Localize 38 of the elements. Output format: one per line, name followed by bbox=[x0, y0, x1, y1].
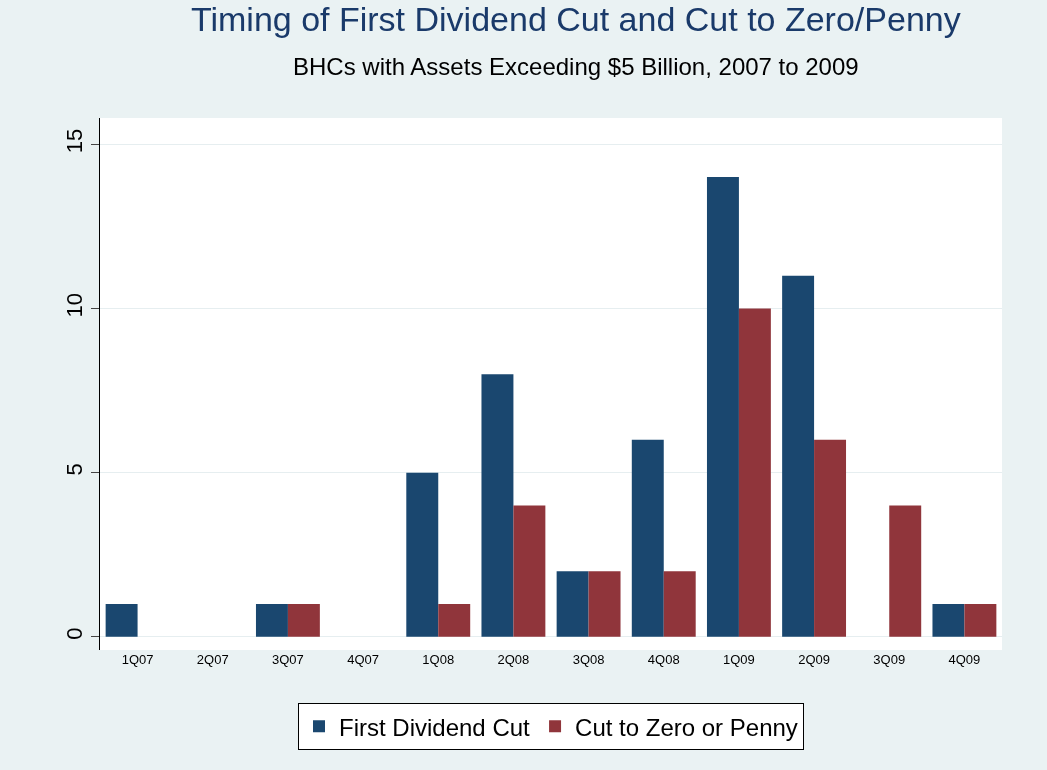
x-tick-label: 4Q09 bbox=[948, 652, 981, 667]
y-tick-label: 15 bbox=[62, 128, 88, 154]
x-tick-label: 2Q09 bbox=[798, 652, 830, 667]
bar bbox=[706, 177, 739, 637]
bar bbox=[738, 308, 771, 637]
bar bbox=[932, 604, 965, 637]
bar bbox=[964, 604, 997, 637]
bar bbox=[438, 604, 471, 637]
bar bbox=[287, 604, 320, 637]
y-tick-label: 10 bbox=[62, 292, 88, 318]
x-tick-label: 1Q07 bbox=[121, 652, 154, 667]
x-tick-label: 3Q08 bbox=[572, 652, 605, 667]
bar bbox=[631, 439, 664, 637]
y-tick-label: 0 bbox=[62, 627, 88, 640]
y-tick-label: 5 bbox=[62, 463, 88, 476]
x-tick-label: 4Q07 bbox=[347, 652, 379, 667]
x-tick-label: 2Q07 bbox=[196, 652, 229, 667]
bar bbox=[406, 472, 439, 637]
legend-label: Cut to Zero or Penny bbox=[575, 713, 798, 741]
chart-title: Timing of First Dividend Cut and Cut to Zero/Penny bbox=[190, 0, 961, 38]
bar bbox=[814, 439, 847, 637]
bar bbox=[255, 604, 288, 637]
bar bbox=[663, 571, 696, 637]
legend-label: First Dividend Cut bbox=[339, 713, 531, 741]
x-tick-label: 2Q08 bbox=[497, 652, 530, 667]
bar bbox=[889, 505, 922, 637]
bar bbox=[105, 604, 138, 637]
bar bbox=[556, 571, 589, 637]
x-tick-label: 3Q07 bbox=[272, 652, 304, 667]
bar bbox=[588, 571, 621, 637]
x-tick-label: 4Q08 bbox=[647, 652, 680, 667]
bar bbox=[782, 275, 815, 637]
chart-subtitle: BHCs with Assets Exceeding $5 Billion, 2007 to 2009 bbox=[293, 53, 859, 80]
bar bbox=[513, 505, 546, 637]
x-tick-label: 3Q09 bbox=[873, 652, 906, 667]
x-tick-label: 1Q08 bbox=[422, 652, 455, 667]
x-tick-label: 1Q09 bbox=[723, 652, 755, 667]
bar bbox=[481, 374, 514, 637]
